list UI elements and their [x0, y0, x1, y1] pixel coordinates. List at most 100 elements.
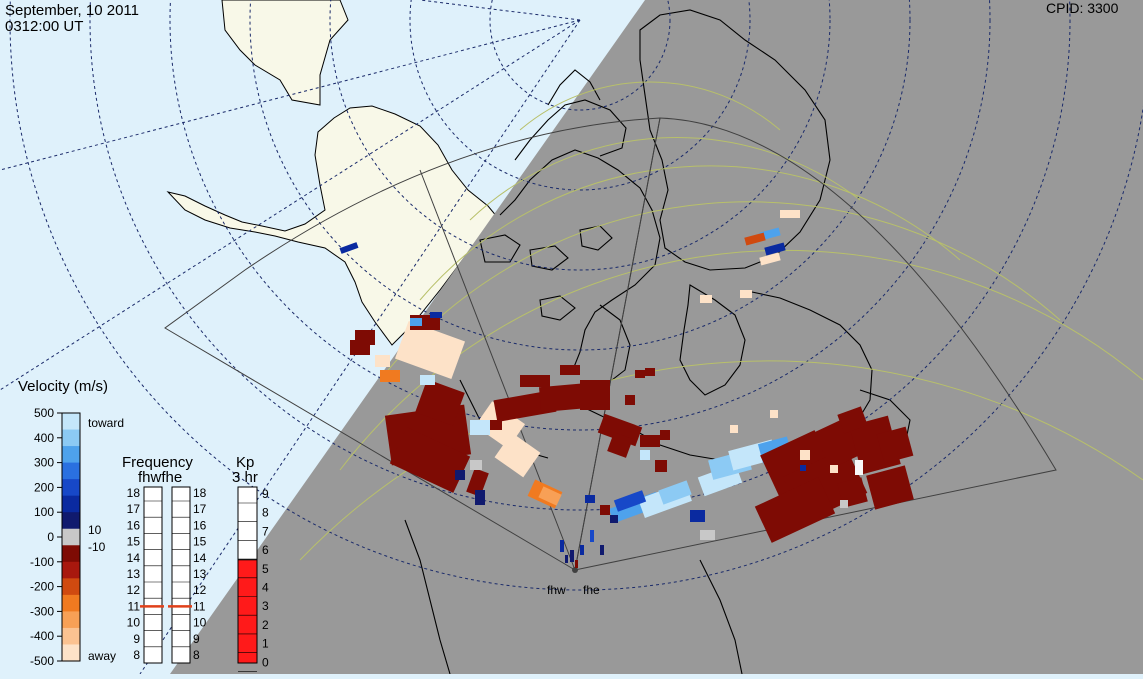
- kp-tick-label: 0: [262, 655, 269, 669]
- backscatter-cell: [600, 545, 604, 555]
- velocity-tick-label: -400: [30, 629, 54, 643]
- frequency-fhe-tick-label: 14: [193, 551, 207, 565]
- kp-subtitle: 3 hr: [232, 469, 258, 486]
- backscatter-cell: [635, 370, 645, 378]
- radar-site-marker: [572, 567, 578, 573]
- velocity-threshold-high: 10: [88, 523, 102, 537]
- velocity-color-swatches: [62, 413, 80, 662]
- backscatter-cell: [660, 430, 670, 440]
- backscatter-cell: [830, 465, 838, 473]
- backscatter-cell: [640, 435, 660, 447]
- velocity-tick-label: 500: [34, 406, 54, 420]
- kp-level-fill: [237, 559, 258, 664]
- backscatter-cell: [730, 425, 738, 433]
- frequency-fhe-tick-label: 16: [193, 518, 207, 532]
- frequency-fhw-tick-label: 11: [128, 599, 141, 613]
- backscatter-cell: [339, 242, 359, 254]
- kp-tick-label: 1: [262, 637, 269, 651]
- backscatter-cell: [700, 530, 715, 540]
- header-cpid: CPID: 3300: [1046, 0, 1119, 16]
- backscatter-cell: [375, 355, 390, 367]
- backscatter-cell: [355, 330, 375, 345]
- frequency-fhe-column: [171, 486, 191, 664]
- velocity-tick-label: 400: [34, 431, 54, 445]
- backscatter-cell: [607, 432, 633, 458]
- velocity-title: Velocity (m/s): [18, 378, 108, 395]
- frequency-tick-labels: 18 18 17 17 16 16 15 15 14 14 13 13 12 12 11 11 10 10 9 9 8 8: [127, 486, 207, 664]
- frequency-fhe-tick-label: 10: [193, 616, 207, 630]
- velocity-tick-label: -300: [30, 604, 54, 618]
- backscatter-cells: [339, 210, 914, 568]
- backscatter-cell: [570, 550, 574, 562]
- velocity-toward-label: toward: [88, 416, 124, 430]
- backscatter-cell: [770, 410, 778, 418]
- backscatter-cell: [466, 468, 489, 497]
- kp-tick-label: 4: [262, 581, 269, 595]
- kp-tick-label: 8: [262, 506, 269, 520]
- velocity-tick-labels: 500 400 300 200 100 0 -100 -200 -300 -400 -500: [30, 406, 62, 668]
- backscatter-cell: [420, 375, 435, 385]
- backscatter-cell: [658, 480, 692, 505]
- backscatter-cell: [640, 450, 650, 460]
- frequency-fhw-tick-label: 16: [127, 518, 141, 532]
- velocity-swatch: [62, 644, 80, 662]
- backscatter-cell: [585, 495, 595, 503]
- backscatter-cell: [744, 232, 766, 246]
- backscatter-cell: [655, 460, 667, 472]
- backscatter-cell: [800, 450, 810, 460]
- velocity-swatch: [62, 545, 80, 563]
- backscatter-cell: [580, 380, 610, 410]
- kp-tick-labels: 9 8 7 6 5 4 3 2 1 0: [238, 487, 269, 672]
- backscatter-cell: [764, 242, 786, 256]
- frequency-fhe-tick-label: 17: [193, 502, 207, 516]
- night-side: [170, 0, 1143, 674]
- backscatter-cell: [866, 465, 914, 510]
- backscatter-cell: [470, 420, 490, 435]
- frequency-fhe-tick-label: 15: [193, 535, 207, 549]
- velocity-swatch: [62, 479, 80, 497]
- land-day: [166, 0, 499, 346]
- velocity-swatch: [62, 561, 80, 579]
- backscatter-cell: [645, 368, 655, 376]
- frequency-fhe-tick-label: 9: [193, 632, 200, 646]
- backscatter-cell: [740, 290, 752, 298]
- backscatter-cell: [780, 210, 800, 218]
- backscatter-cell: [690, 510, 705, 522]
- velocity-swatch: [62, 413, 80, 431]
- backscatter-cell: [520, 375, 550, 387]
- velocity-swatch: [62, 429, 80, 447]
- backscatter-cell: [700, 295, 712, 303]
- header-date: September, 10 2011: [5, 2, 139, 19]
- velocity-swatch: [62, 594, 80, 612]
- frequency-fhe-tick-label: 8: [193, 648, 200, 662]
- frequency-subtitle: fhwfhe: [138, 469, 182, 486]
- latitude-circles: [9, 0, 1143, 591]
- frequency-fhe-tick-label: 18: [193, 486, 207, 500]
- backscatter-cell: [575, 560, 578, 568]
- velocity-swatch: [62, 446, 80, 464]
- velocity-away-label: away: [88, 649, 116, 663]
- velocity-threshold-low: -10: [88, 540, 106, 554]
- header-time: 0312:00 UT: [5, 18, 84, 35]
- backscatter-cell: [380, 370, 400, 382]
- kp-gauge: Kp 3 hr 9 8 7 6 5 4 3 2 1 0: [232, 454, 269, 672]
- kp-tick-label: 3: [262, 599, 269, 613]
- kp-title: Kp: [236, 454, 254, 471]
- frequency-fhw-column: [143, 486, 163, 664]
- frequency-fhw-tick-label: 14: [127, 551, 141, 565]
- velocity-tick-label: -200: [30, 580, 54, 594]
- backscatter-cell: [455, 470, 465, 480]
- frequency-fhe-tick-label: 13: [193, 567, 207, 581]
- kp-tick-label: 9: [262, 487, 269, 501]
- backscatter-cell: [597, 413, 643, 447]
- velocity-colorbar: Velocity (m/s) 500 400 300 200 100 0 -100 -200 -…: [18, 378, 124, 668]
- velocity-tick-label: -100: [30, 555, 54, 569]
- radar-label-fhe: fhe: [583, 583, 600, 597]
- backscatter-cell: [560, 540, 564, 552]
- kp-tick-label: 7: [262, 524, 269, 538]
- velocity-swatch: [62, 495, 80, 513]
- frequency-fhw-tick-label: 10: [127, 616, 141, 630]
